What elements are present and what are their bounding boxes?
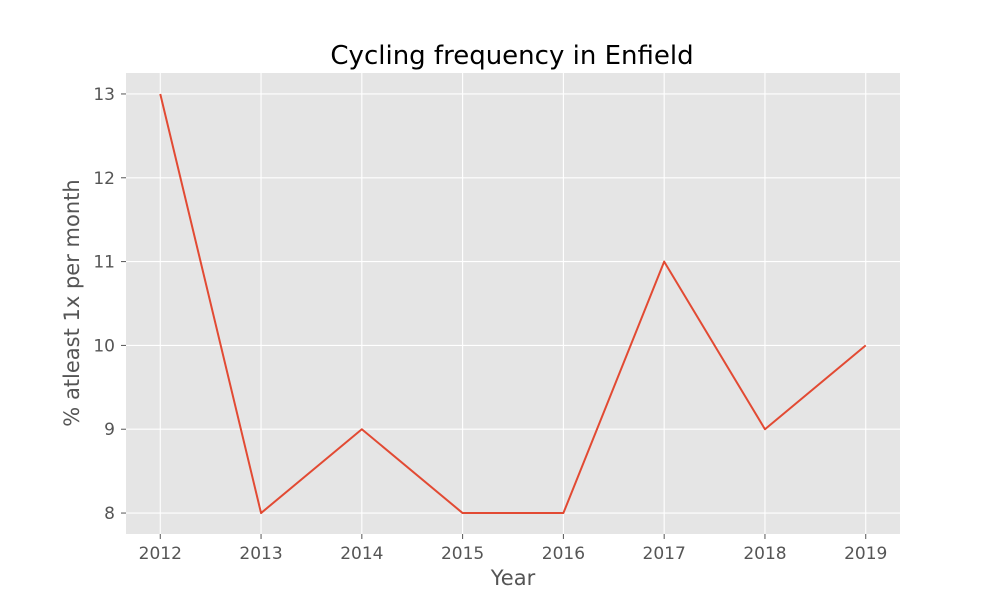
- y-tick-label: 12: [93, 169, 115, 189]
- x-tick-label: 2016: [542, 544, 585, 564]
- y-tick-label: 8: [104, 504, 115, 524]
- y-tick-label: 13: [93, 85, 115, 105]
- grid-lines: [126, 73, 900, 534]
- x-axis-label: Year: [490, 566, 536, 590]
- plot-area: [126, 73, 900, 534]
- x-tick-label: 2013: [239, 544, 282, 564]
- y-tick-labels: 8 9 10 11 12 13: [93, 85, 115, 524]
- y-tick-label: 10: [93, 336, 115, 356]
- x-tick-label: 2014: [340, 544, 383, 564]
- tick-marks: [121, 93, 867, 539]
- x-tick-label: 2019: [844, 544, 887, 564]
- y-tick-label: 11: [93, 253, 115, 273]
- y-tick-label: 9: [104, 420, 115, 440]
- x-tick-label: 2015: [441, 544, 484, 564]
- x-tick-label: 2012: [139, 544, 182, 564]
- x-tick-labels: 2012 2013 2014 2015 2016 2017 2018 2019: [139, 544, 888, 564]
- chart-title: Cycling frequency in Enfield: [330, 41, 693, 71]
- x-tick-label: 2018: [743, 544, 786, 564]
- series-line: [159, 93, 867, 515]
- x-tick-label: 2017: [643, 544, 686, 564]
- y-axis-label: % atleast 1x per month: [60, 179, 84, 426]
- series-layer: [159, 93, 867, 515]
